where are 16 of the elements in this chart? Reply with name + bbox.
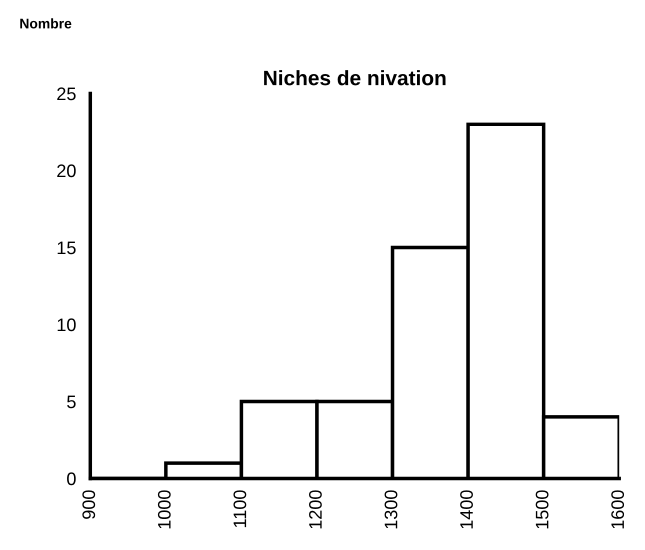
y-tick-label: 10 — [58, 318, 76, 332]
y-tick-label: 20 — [57, 164, 76, 178]
x-tick-label: 1000 — [158, 490, 171, 528]
x-tick-label: 1600 — [611, 490, 624, 528]
x-tick-label: 1400 — [460, 490, 473, 528]
y-tick-label: 25 — [57, 87, 76, 100]
x-tick-label: 900 — [82, 490, 96, 519]
y-axis-title: Nombre — [20, 18, 72, 28]
x-tick-label: 1300 — [384, 490, 398, 528]
x-tick-label: 1500 — [536, 490, 548, 528]
y-tick-label: 0 — [67, 472, 76, 486]
x-tick-label: 1100 — [233, 490, 246, 528]
chart-title: Niches de nivation — [264, 70, 446, 86]
y-tick-label: 15 — [58, 242, 76, 254]
y-tick-label: 5 — [67, 396, 76, 408]
x-tick-label: 1200 — [309, 490, 322, 528]
